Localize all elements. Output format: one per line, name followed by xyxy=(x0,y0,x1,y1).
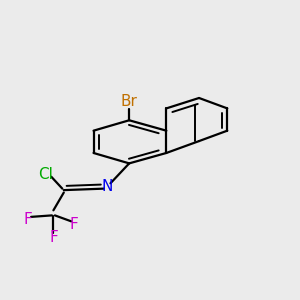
Text: F: F xyxy=(49,230,58,245)
Text: N: N xyxy=(101,179,112,194)
Text: F: F xyxy=(70,217,79,232)
Text: Br: Br xyxy=(121,94,138,109)
Text: Cl: Cl xyxy=(38,167,53,182)
Text: F: F xyxy=(24,212,32,227)
